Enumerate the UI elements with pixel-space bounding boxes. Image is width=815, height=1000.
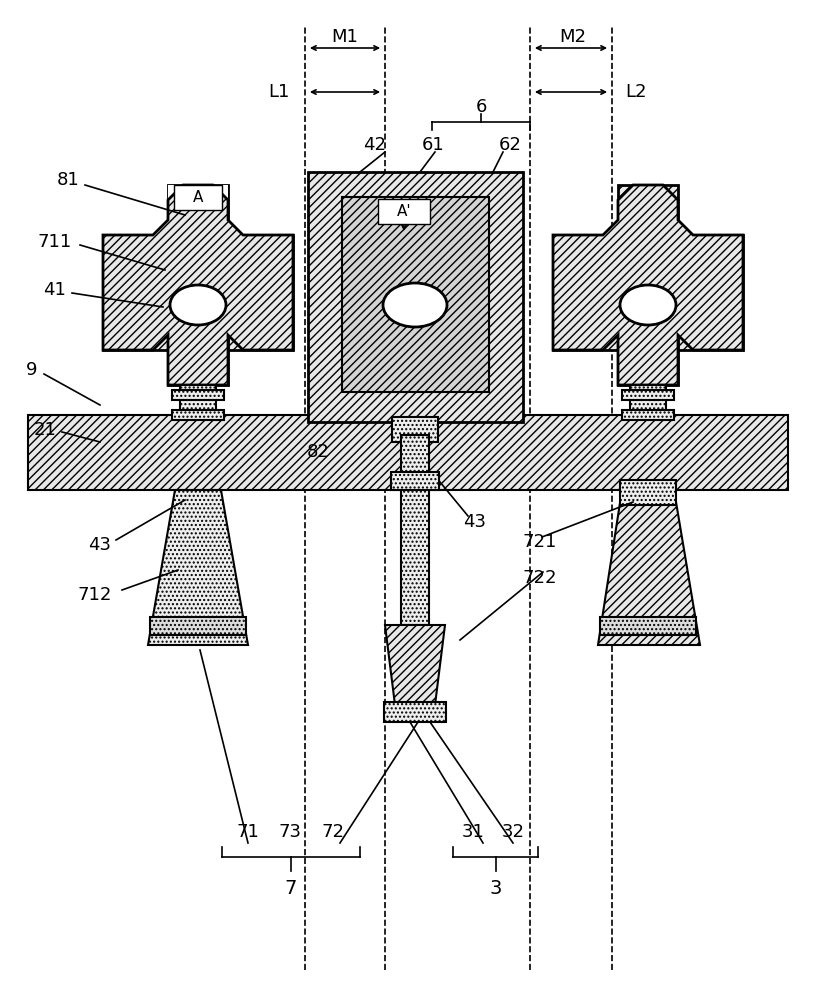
Bar bbox=[378, 199, 430, 224]
Text: 3: 3 bbox=[489, 879, 502, 898]
Bar bbox=[180, 385, 216, 415]
Bar bbox=[553, 235, 618, 350]
Polygon shape bbox=[103, 185, 293, 385]
Bar bbox=[28, 415, 788, 490]
Bar bbox=[401, 435, 429, 480]
Bar bbox=[622, 390, 674, 400]
Polygon shape bbox=[148, 490, 248, 645]
Text: 711: 711 bbox=[37, 233, 72, 251]
Text: 31: 31 bbox=[461, 823, 484, 841]
Bar bbox=[401, 480, 429, 625]
Bar bbox=[342, 197, 489, 392]
Text: 73: 73 bbox=[279, 823, 302, 841]
Text: M2: M2 bbox=[560, 28, 587, 46]
Ellipse shape bbox=[620, 285, 676, 325]
Text: 42: 42 bbox=[363, 136, 386, 154]
Bar bbox=[174, 185, 222, 210]
Bar bbox=[172, 410, 224, 420]
Bar bbox=[618, 185, 678, 385]
Bar bbox=[391, 472, 439, 490]
Polygon shape bbox=[598, 490, 700, 645]
Text: 41: 41 bbox=[43, 281, 67, 299]
Bar bbox=[600, 617, 696, 635]
Text: L1: L1 bbox=[269, 83, 290, 101]
Text: 71: 71 bbox=[236, 823, 259, 841]
Text: 21: 21 bbox=[33, 421, 56, 439]
Text: 61: 61 bbox=[421, 136, 444, 154]
Text: 6: 6 bbox=[475, 98, 487, 116]
Bar bbox=[622, 410, 674, 420]
Text: 82: 82 bbox=[306, 443, 329, 461]
Text: 72: 72 bbox=[321, 823, 345, 841]
Bar bbox=[103, 235, 168, 350]
Text: 712: 712 bbox=[77, 586, 112, 604]
Polygon shape bbox=[553, 185, 743, 385]
Text: 62: 62 bbox=[499, 136, 522, 154]
Text: 722: 722 bbox=[522, 569, 557, 587]
Bar bbox=[384, 702, 446, 722]
Bar bbox=[620, 480, 676, 505]
Bar bbox=[168, 185, 228, 385]
Text: A: A bbox=[193, 190, 203, 205]
Bar bbox=[150, 617, 246, 635]
Polygon shape bbox=[168, 185, 228, 240]
Polygon shape bbox=[385, 625, 445, 705]
Bar bbox=[308, 172, 523, 422]
Text: 721: 721 bbox=[522, 533, 557, 551]
Text: 32: 32 bbox=[501, 823, 525, 841]
Bar bbox=[172, 390, 224, 400]
Bar bbox=[228, 235, 293, 350]
Text: 43: 43 bbox=[464, 513, 487, 531]
Ellipse shape bbox=[383, 283, 447, 327]
Bar bbox=[678, 235, 743, 350]
Ellipse shape bbox=[170, 285, 226, 325]
Bar bbox=[392, 417, 438, 442]
Text: L2: L2 bbox=[625, 83, 646, 101]
Text: 7: 7 bbox=[284, 879, 297, 898]
Bar bbox=[630, 385, 666, 415]
Text: M1: M1 bbox=[332, 28, 359, 46]
Polygon shape bbox=[168, 185, 228, 240]
Text: A': A' bbox=[397, 204, 412, 219]
Text: 43: 43 bbox=[89, 536, 112, 554]
Text: 81: 81 bbox=[56, 171, 79, 189]
Text: 9: 9 bbox=[26, 361, 37, 379]
